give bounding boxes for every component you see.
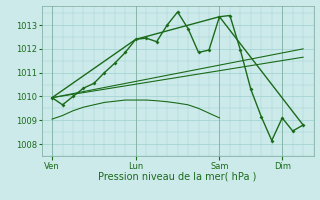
X-axis label: Pression niveau de la mer( hPa ): Pression niveau de la mer( hPa ) — [99, 172, 257, 182]
